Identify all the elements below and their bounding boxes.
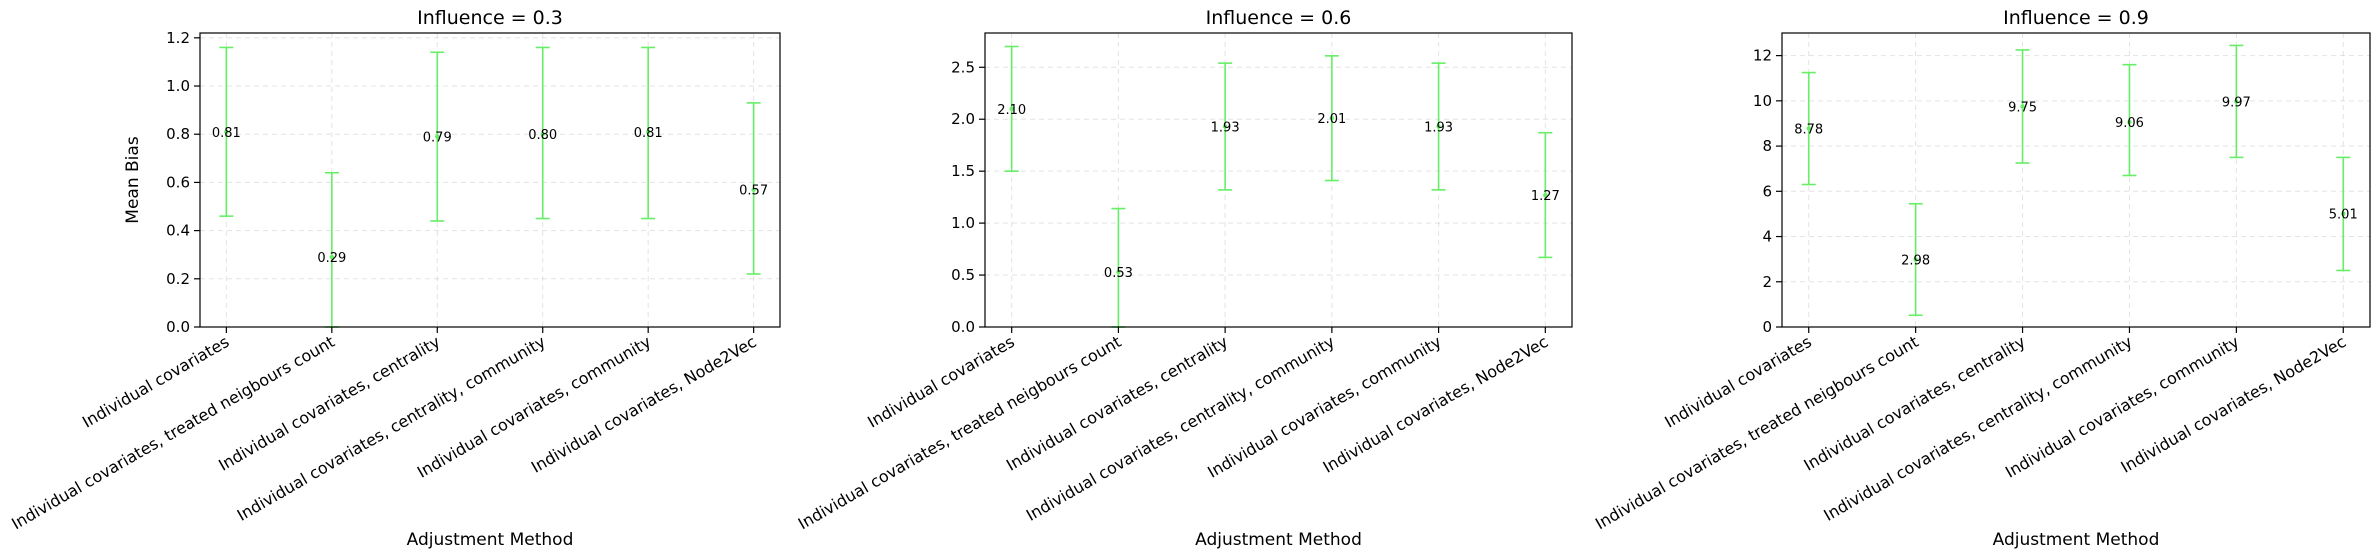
y-tick-label: 0.0 [166,318,190,336]
y-tick-label: 8 [1762,137,1772,155]
mean-point [2127,119,2132,125]
y-tick-label: 0.8 [166,125,190,143]
data-label: 1.93 [1211,120,1240,135]
data-label: 0.80 [528,128,557,143]
chart-title: Influence = 0.3 [417,7,563,29]
mean-point [329,254,335,260]
data-label: 0.53 [1104,266,1133,281]
y-tick-label: 0 [1762,318,1772,336]
mean-point [435,134,440,139]
y-tick-label: 0.5 [951,266,975,284]
y-tick-label: 0.6 [166,173,190,191]
chart-title: Influence = 0.6 [1206,7,1352,29]
mean-point [2234,99,2239,104]
y-tick-label: 0.0 [951,318,975,336]
chart-title: Influence = 0.9 [2003,7,2149,29]
data-label: 2.10 [997,103,1026,118]
mean-point [1543,192,1548,198]
mean-point [645,129,651,135]
y-tick-label: 6 [1762,182,1772,200]
data-label: 9.06 [2115,116,2144,131]
mean-point [1436,124,1441,129]
data-label: 0.81 [212,126,241,141]
mean-point [1116,269,1121,275]
y-tick-label: 12 [1753,47,1772,65]
data-label: 2.98 [1901,254,1930,269]
mean-point [2020,104,2025,109]
data-label: 1.27 [1531,189,1560,204]
x-tick-label: Individual covariates, Node2Vec [2118,332,2350,477]
y-tick-label: 2.0 [951,110,975,128]
mean-point [751,187,756,192]
x-axis-label: Adjustment Method [407,530,574,550]
data-label: 2.01 [1317,112,1346,127]
data-label: 8.78 [1794,122,1823,137]
data-label: 0.81 [634,126,663,141]
mean-point [224,129,229,135]
mean-point [540,132,545,137]
data-label: 9.75 [2008,101,2037,116]
data-label: 5.01 [2329,208,2358,223]
y-tick-label: 0.2 [166,270,190,288]
x-axis-label: Adjustment Method [1195,530,1362,550]
y-tick-label: 1.0 [951,214,975,232]
y-tick-label: 1.2 [166,29,190,47]
y-tick-label: 2.5 [951,58,975,76]
mean-point [1009,106,1014,112]
data-label: 0.29 [317,251,346,266]
y-tick-label: 10 [1753,92,1772,110]
mean-point [2341,211,2346,216]
data-label: 1.93 [1424,120,1453,135]
axes-frame [1781,32,2371,328]
y-tick-label: 0.4 [166,222,190,240]
mean-point [1913,257,1918,262]
axes-frame [984,32,1573,328]
data-label: 0.57 [739,184,768,199]
mean-point [1222,124,1228,129]
data-label: 9.97 [2222,96,2251,111]
y-axis-label: Mean Bias [123,136,143,224]
axes-frame [199,32,781,328]
y-tick-label: 4 [1762,228,1772,246]
x-axis-label: Adjustment Method [1993,530,2160,550]
y-tick-label: 2 [1762,273,1772,291]
y-tick-label: 1.5 [951,162,975,180]
mean-point [1329,115,1335,121]
y-tick-label: 1.0 [166,77,190,95]
mean-point [1806,126,1811,131]
data-label: 0.79 [423,131,452,146]
